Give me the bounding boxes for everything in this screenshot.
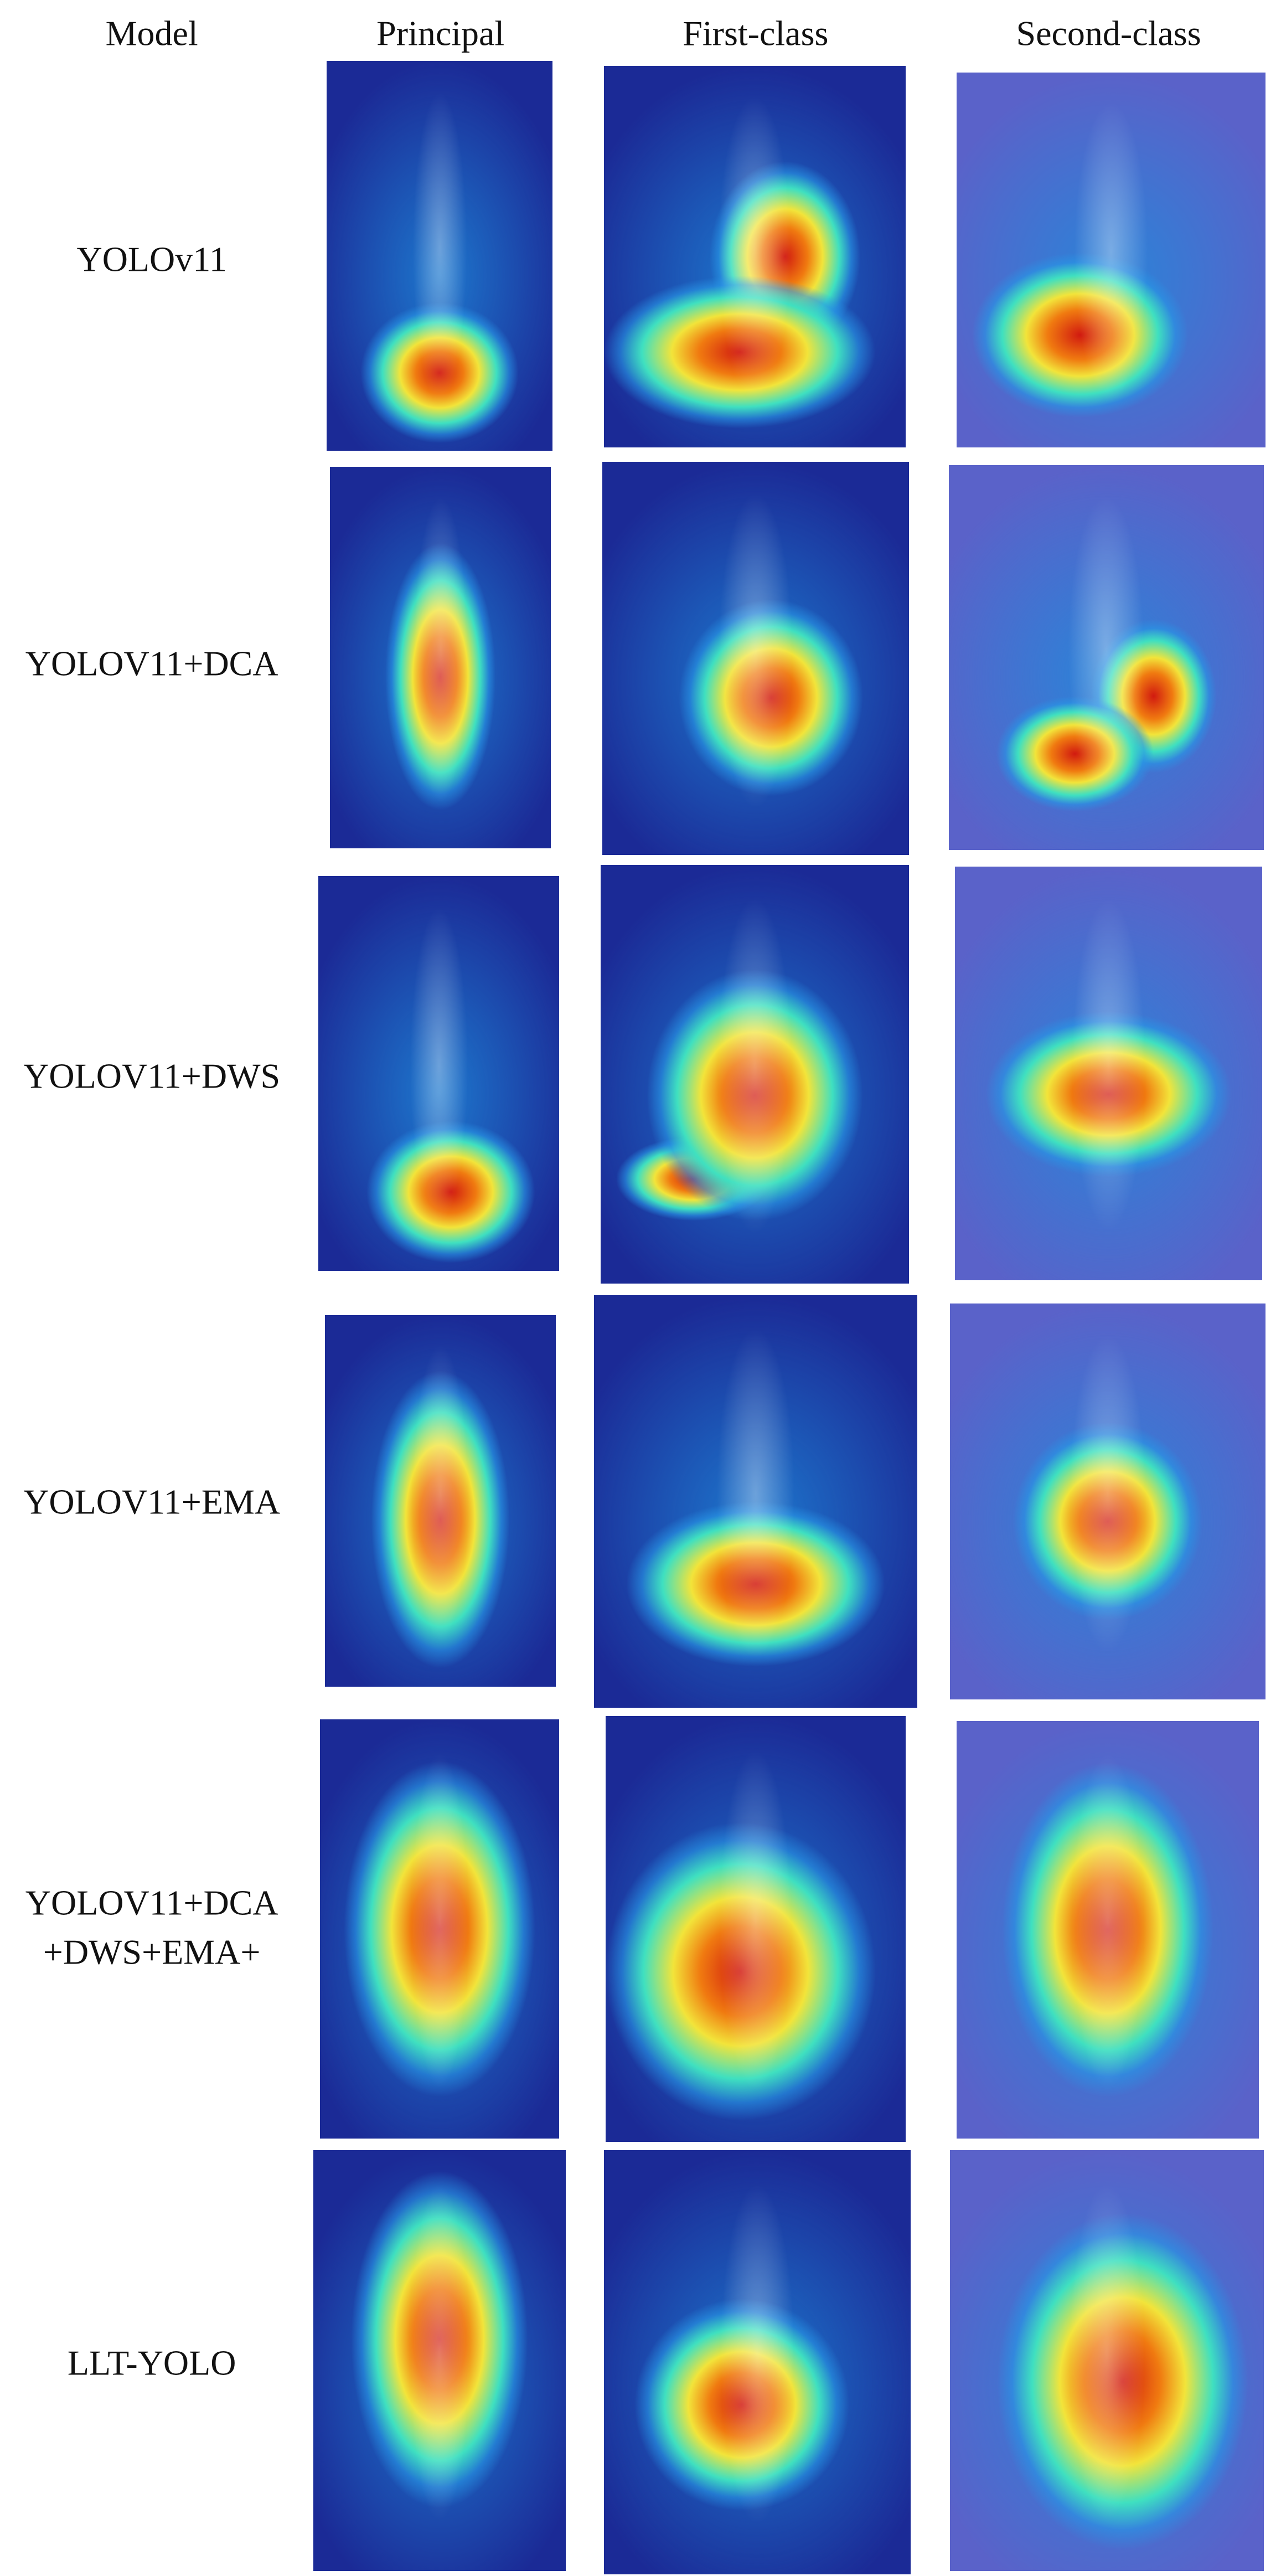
ginseng-overlay bbox=[695, 1750, 816, 2091]
heatmap-image bbox=[325, 1315, 556, 1687]
ginseng-overlay bbox=[695, 2184, 819, 2523]
ginseng-overlay bbox=[1047, 1754, 1169, 2089]
ginseng-overlay bbox=[1049, 102, 1173, 403]
model-label: LLT-YOLO bbox=[67, 2343, 236, 2383]
column-header: Model bbox=[105, 13, 198, 53]
heatmap-image bbox=[603, 2150, 911, 2574]
ginseng-overlay bbox=[1043, 496, 1169, 804]
heatmap-image bbox=[600, 864, 909, 1284]
heatmap-image bbox=[320, 1719, 560, 2139]
ginseng-overlay bbox=[396, 497, 485, 803]
heatmap-image bbox=[313, 2150, 566, 2571]
ginseng-overlay bbox=[691, 1328, 820, 1658]
ginseng-overlay bbox=[394, 1344, 487, 1642]
heatmap-image bbox=[327, 61, 553, 451]
ginseng-overlay bbox=[391, 1753, 488, 2089]
heatmap-image bbox=[593, 1295, 917, 1708]
heatmap-image bbox=[318, 876, 560, 1271]
column-header: Principal bbox=[376, 13, 505, 53]
heatmap-image bbox=[605, 1716, 906, 2142]
heatmap-image bbox=[957, 73, 1265, 447]
model-label: +DWS+EMA+ bbox=[43, 1932, 261, 1972]
ginseng-overlay bbox=[390, 908, 487, 1224]
heatmap-image bbox=[330, 467, 551, 848]
ginseng-overlay bbox=[1044, 2183, 1170, 2521]
heatmap-image bbox=[603, 66, 906, 447]
ginseng-overlay bbox=[694, 96, 815, 401]
heatmap-image bbox=[950, 1304, 1265, 1700]
heatmap-image bbox=[948, 465, 1264, 850]
model-label: YOLOV11+DWS bbox=[23, 1056, 281, 1096]
heatmap-image bbox=[950, 2150, 1264, 2571]
ginseng-overlay bbox=[389, 2183, 490, 2521]
ginseng-overlay bbox=[693, 898, 817, 1234]
model-label: YOLOV11+EMA bbox=[23, 1482, 281, 1522]
ginseng-overlay bbox=[1045, 1335, 1171, 1652]
model-label: YOLOV11+DCA bbox=[25, 1883, 278, 1923]
heatmap-image bbox=[957, 1721, 1259, 2139]
model-label: YOLOV11+DCA bbox=[25, 643, 278, 683]
heatmap-image bbox=[602, 462, 909, 855]
ginseng-overlay bbox=[394, 92, 485, 404]
ginseng-overlay bbox=[694, 493, 817, 808]
ginseng-overlay bbox=[1047, 899, 1170, 1231]
column-header: First-class bbox=[683, 13, 829, 53]
heatmap-image bbox=[955, 866, 1262, 1281]
column-header: Second-class bbox=[1016, 13, 1201, 53]
model-label: YOLOv11 bbox=[76, 239, 227, 279]
